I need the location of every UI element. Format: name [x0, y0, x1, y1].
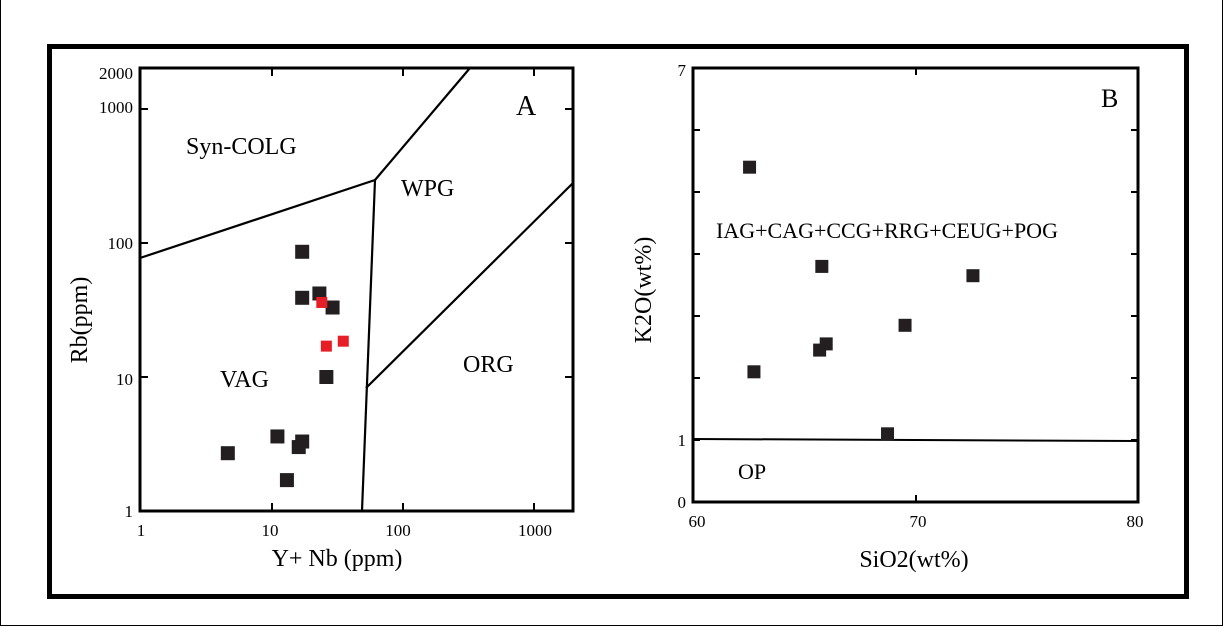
panel-a-x-tick-10: 10	[262, 521, 279, 540]
panel-a-y-tick-10: 10	[116, 370, 133, 389]
panel-a-y-tick-1: 1	[125, 502, 134, 521]
data-point-black	[319, 370, 333, 384]
panel-a-y-tick-2000: 2000	[99, 64, 133, 83]
data-point-black	[743, 161, 756, 174]
region-label-iag-group: IAG+CAG+CCG+RRG+CEUG+POG	[716, 218, 1058, 243]
panel-a-letter: A	[516, 91, 537, 122]
panel-b-ticks	[693, 68, 1138, 502]
data-point-black	[820, 337, 833, 350]
data-point-black	[221, 446, 235, 460]
data-point-black	[881, 427, 894, 440]
data-point-black	[270, 429, 284, 443]
panel-b-points	[743, 161, 979, 441]
panel-b-x-tick-60: 60	[689, 512, 706, 531]
panel-a-x-tick-1000: 1000	[518, 521, 552, 540]
data-point-black	[899, 319, 912, 332]
panel-b-x-tick-80: 80	[1127, 512, 1144, 531]
panel-a-points	[221, 245, 349, 487]
boundary-line-wpg-syncolg	[375, 68, 470, 180]
data-point-black	[815, 260, 828, 273]
data-point-black	[747, 365, 760, 378]
region-label-syn-colg: Syn-COLG	[186, 134, 297, 160]
panel-a-y-axis-title: Rb(ppm)	[67, 277, 93, 364]
panel-a-y-tick-1000: 1000	[99, 98, 133, 117]
panel-a: 1 10 100 1000 1 10 100 1000 2000 Syn-COL…	[67, 64, 573, 572]
panel-b-x-axis-title: SiO2(wt%)	[859, 547, 968, 573]
data-point-black	[280, 473, 294, 487]
panel-b-y-tick-0: 0	[678, 493, 687, 512]
region-label-wpg: WPG	[401, 176, 454, 202]
region-label-vag: VAG	[220, 367, 269, 393]
data-point-black	[966, 269, 979, 282]
panel-a-x-axis-title: Y+ Nb (ppm)	[272, 546, 403, 572]
data-point-black	[295, 291, 309, 305]
data-point-black	[326, 301, 340, 315]
panel-b-plot-area	[693, 68, 1138, 502]
data-point-red	[338, 336, 349, 347]
panel-b-x-tick-70: 70	[910, 512, 927, 531]
panel-b-y-tick-1: 1	[678, 431, 687, 450]
data-point-black	[292, 440, 306, 454]
panel-a-x-tick-1: 1	[137, 521, 146, 540]
data-point-black	[295, 245, 309, 259]
region-label-op: OP	[738, 459, 766, 484]
panel-b: 60 70 80 0 1 7 IAG+CAG+CCG+RRG+CEUG+POG …	[631, 61, 1144, 573]
data-point-red	[316, 297, 327, 308]
region-label-org: ORG	[463, 352, 514, 378]
panel-b-y-axis-title: K2O(wt%)	[631, 237, 657, 344]
data-point-red	[321, 341, 332, 352]
panel-a-y-tick-100: 100	[108, 234, 134, 253]
boundary-line-op	[693, 439, 1138, 441]
panel-a-x-tick-100: 100	[385, 521, 411, 540]
panel-b-y-tick-7: 7	[678, 61, 687, 80]
panel-b-letter: B	[1101, 84, 1118, 113]
